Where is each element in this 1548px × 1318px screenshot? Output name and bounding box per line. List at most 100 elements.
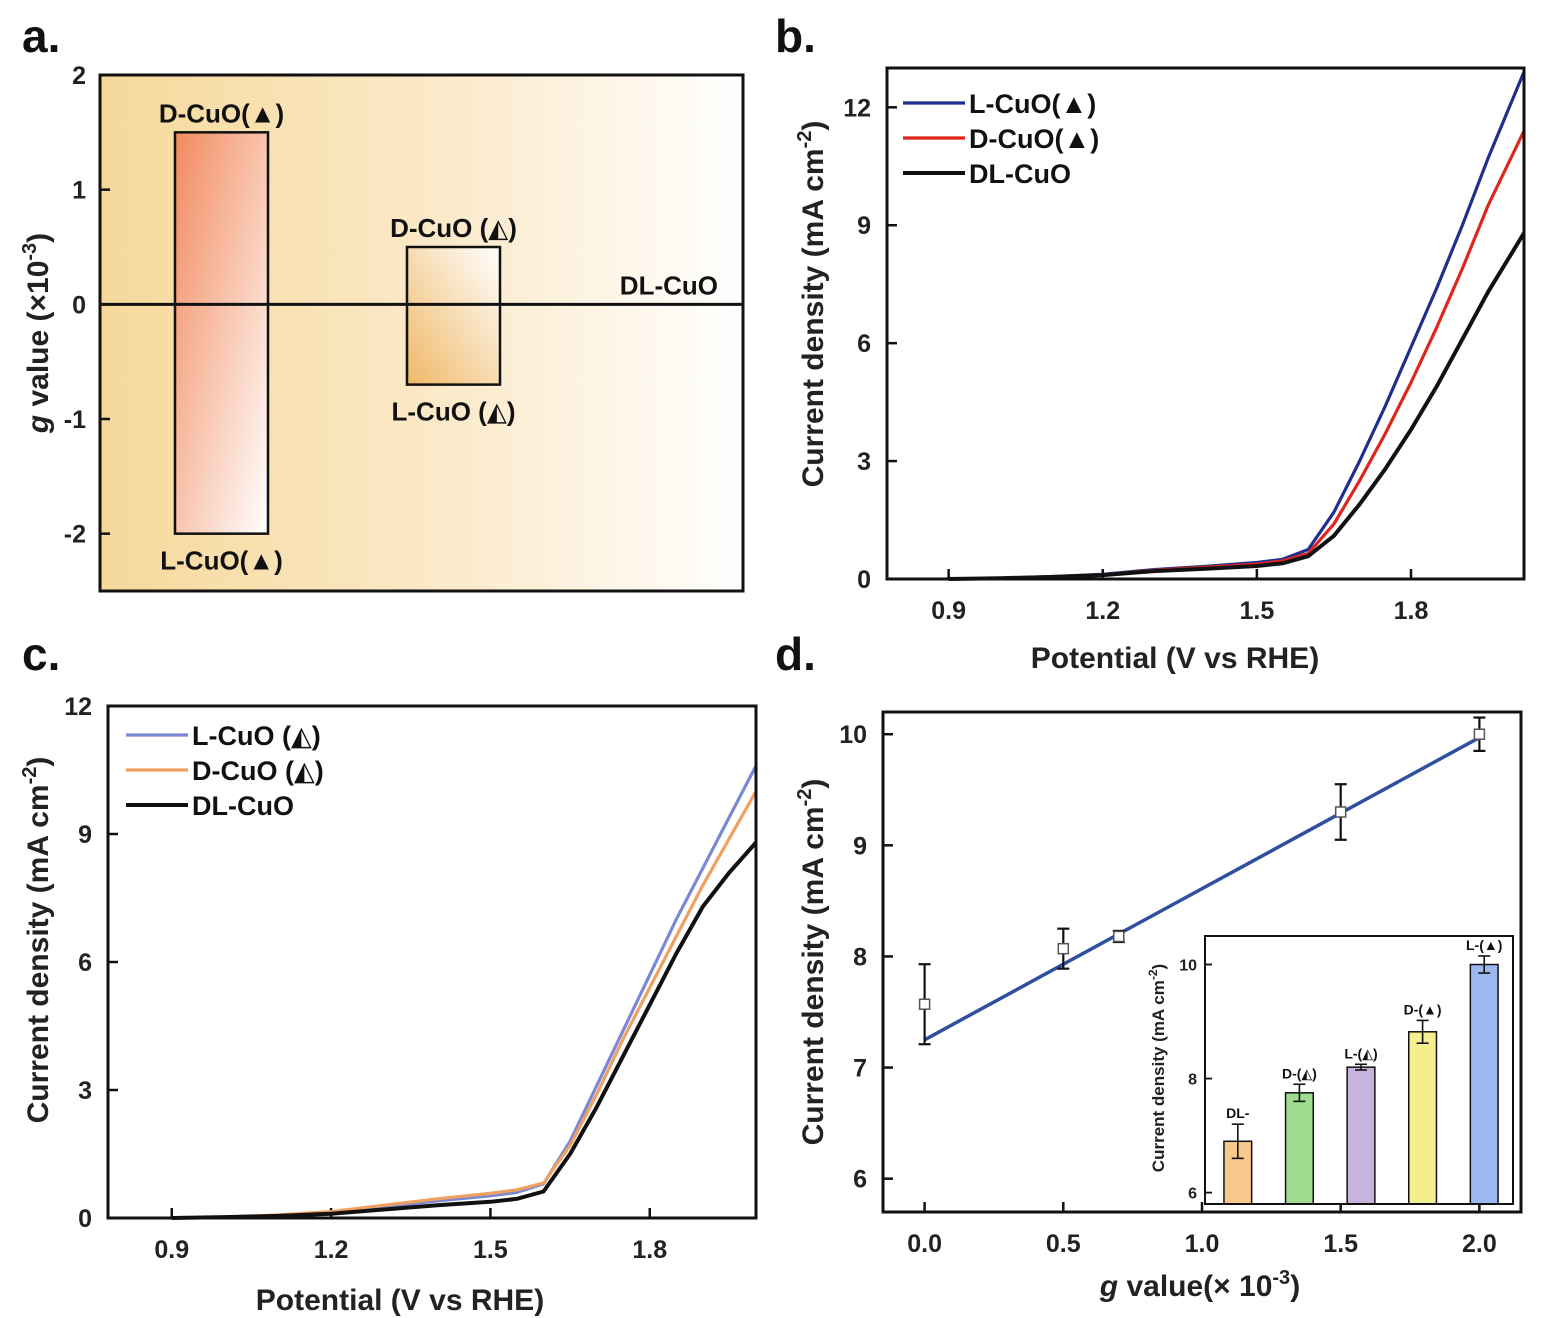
- panel-a-ytick-label: -2: [64, 521, 86, 549]
- panel-c-legend-label-1: D-CuO (◭): [192, 756, 324, 786]
- panel-b-xtick-label: 0.9: [931, 597, 966, 625]
- inset-bar-2: [1346, 1066, 1376, 1205]
- panel-d-xtick-label: 2.0: [1462, 1230, 1497, 1258]
- panel-d-point-0: [918, 998, 931, 1010]
- panel-b-legend-label-2: DL-CuO: [969, 159, 1071, 189]
- inset-bar-1: [1284, 1092, 1315, 1205]
- panel-a-bar-1-bottom-label: L-CuO (◭): [392, 397, 516, 427]
- panel-d-point-4: [1473, 728, 1486, 740]
- panel-c-ytick-label: 0: [78, 1205, 92, 1233]
- inset-bar-label-1: D-(◭): [1282, 1065, 1317, 1081]
- inset-y-axis-label: Current density (mA cm-2): [1146, 964, 1168, 1172]
- panel-d-frame: [881, 710, 1523, 1214]
- panel-c-x-axis-label: Potential (V vs RHE): [256, 1284, 544, 1317]
- panel-a-ytick-label: 1: [72, 177, 86, 205]
- panel-d-ytick-label: 6: [853, 1166, 867, 1194]
- panel-b-ytick-label: 3: [857, 448, 871, 476]
- panel-d-inset: DL- D-(◭) L-(◭) D-(▲) L-(▲) 6 8 10 Current den…: [1146, 935, 1514, 1205]
- panel-d-xlabel-close: ): [1290, 1270, 1300, 1303]
- panel-d-y-axis-label: Current density (mA cm-2): [794, 779, 830, 1146]
- panel-c-ylabel-text: Current density (mA cm: [22, 784, 55, 1123]
- panel-a-bar-0-top-label: D-CuO(▲): [159, 98, 284, 128]
- panel-d-ylabel-exp: -2: [794, 789, 816, 807]
- panel-d-xtick-label: 0.5: [1046, 1230, 1081, 1258]
- panel-b-xtick-label: 1.8: [1394, 597, 1429, 625]
- inset-ylabel-text: Current density (mA cm: [1149, 980, 1168, 1172]
- panel-b-legend-label-0: L-CuO(▲): [969, 89, 1096, 119]
- panel-b-y-axis-label: Current density (mA cm-2): [794, 121, 830, 488]
- panel-a-ylabel-exp: -3: [19, 243, 41, 261]
- panel-c-series-line-0: [171, 764, 758, 1220]
- panel-label-d: d.: [775, 628, 816, 680]
- inset-ylabel-close: ): [1149, 964, 1168, 970]
- panel-label-c: c.: [22, 628, 60, 680]
- inset-frame: [1204, 935, 1514, 1205]
- panel-a-ylabel-g: g: [22, 415, 55, 434]
- inset-bar-label-4: L-(▲): [1466, 937, 1502, 953]
- panel-label-a: a.: [22, 10, 60, 62]
- panel-d-fit-line: [923, 736, 1481, 1042]
- panel-label-b: b.: [775, 10, 816, 62]
- panel-c-frame: [106, 704, 758, 1220]
- panel-c-legend-label-2: DL-CuO: [192, 791, 294, 821]
- panel-b-series-line-1: [948, 130, 1526, 581]
- panel-c-xtick-label: 1.2: [314, 1236, 349, 1264]
- panel-c-series-line-1: [171, 790, 758, 1220]
- panel-c-y-axis-label: Current density (mA cm-2): [19, 757, 55, 1124]
- panel-d-point-1: [1057, 942, 1070, 955]
- panel-a-ytick-label: -1: [64, 406, 86, 434]
- panel-d-x-axis-label: g value(× 10-3): [1099, 1267, 1300, 1303]
- panel-a-ytick-label: 2: [72, 62, 86, 90]
- panel-a-frame: [98, 73, 745, 593]
- panel-c-ytick-label: 12: [64, 693, 92, 721]
- panel-b-ytick-label: 9: [857, 212, 871, 240]
- panel-d-ytick-label: 10: [839, 721, 867, 749]
- inset-ytick-label: 10: [1179, 958, 1197, 975]
- panel-c-legend-label-0: L-CuO (◭): [192, 721, 321, 751]
- panel-c-xtick-label: 1.5: [473, 1236, 508, 1264]
- panel-b-chart: 0.9 1.2 1.5 1.8 0 3 6 9 12 L-CuO(▲) D-CuO(▲) DL-Cu…: [794, 66, 1526, 675]
- panel-b-xtick-label: 1.2: [1085, 597, 1120, 625]
- panel-a-bar-1: [405, 245, 502, 386]
- panel-a-bar-0-bottom-label: L-CuO(▲): [160, 546, 282, 576]
- panel-b-ytick-label: 12: [843, 94, 871, 122]
- panel-c-chart: 0.9 1.2 1.5 1.8 0 3 6 9 12 L-CuO (◭) D-CuO (◭) DL-…: [19, 693, 758, 1317]
- panel-d-xtick-label: 1.0: [1185, 1230, 1220, 1258]
- panel-b-x-axis-label: Potential (V vs RHE): [1031, 642, 1319, 675]
- panel-d-point-2: [1113, 930, 1125, 943]
- panel-a-y-axis-label: g value (×10-3): [19, 233, 55, 434]
- panel-b-ytick-label: 0: [857, 566, 871, 594]
- panel-b-ytick-label: 6: [857, 330, 871, 358]
- inset-bar-label-0: DL-: [1226, 1105, 1250, 1121]
- inset-ytick-label: 8: [1188, 1072, 1197, 1089]
- inset-bar-4: [1469, 963, 1499, 1205]
- panel-b-legend-label-1: D-CuO(▲): [969, 124, 1099, 154]
- panel-d-chart: 0.0 0.5 1.0 1.5 2.0 6 7 8 9 10 g value(× 10-3) Cu…: [794, 710, 1523, 1303]
- panel-a-bar-0: [173, 131, 270, 535]
- panel-d-point-3: [1334, 806, 1347, 818]
- panel-c-xtick-label: 0.9: [154, 1236, 189, 1264]
- panel-b-ylabel-close: ): [797, 121, 830, 131]
- inset-bar-label-3: D-(▲): [1404, 1001, 1442, 1017]
- inset-bar-3: [1407, 1031, 1438, 1205]
- panel-d-xlabel-exp: -3: [1272, 1267, 1290, 1289]
- panel-c-ylabel-exp: -2: [19, 767, 41, 785]
- inset-bar-0: [1223, 1140, 1253, 1205]
- panel-a-ylabel-rest: value (×10: [22, 261, 55, 415]
- panel-d-ytick-label: 8: [853, 943, 867, 971]
- panel-c-ytick-label: 3: [78, 1077, 92, 1105]
- panel-c-series-line-2: [171, 841, 758, 1220]
- panel-d-xlabel-rest: value(× 10: [1118, 1270, 1272, 1303]
- panel-c-ytick-label: 9: [78, 821, 92, 849]
- panel-a-dl-cuo-label: DL-CuO: [620, 270, 718, 300]
- panel-d-ylabel-text: Current density (mA cm: [797, 806, 830, 1145]
- panel-c-xtick-label: 1.8: [632, 1236, 667, 1264]
- inset-ylabel-exp: -2: [1146, 969, 1160, 980]
- panel-c-ylabel-close: ): [22, 757, 55, 767]
- inset-bar-label-2: L-(◭): [1344, 1045, 1377, 1061]
- panel-a-chart: D-CuO(▲) L-CuO(▲) D-CuO (◭) L-CuO (◭) 2 1 0 -1…: [19, 62, 745, 593]
- panel-a-ylabel-close: ): [22, 233, 55, 243]
- panel-b-xtick-label: 1.5: [1239, 597, 1274, 625]
- panel-b-ylabel-text: Current density (mA cm: [797, 148, 830, 487]
